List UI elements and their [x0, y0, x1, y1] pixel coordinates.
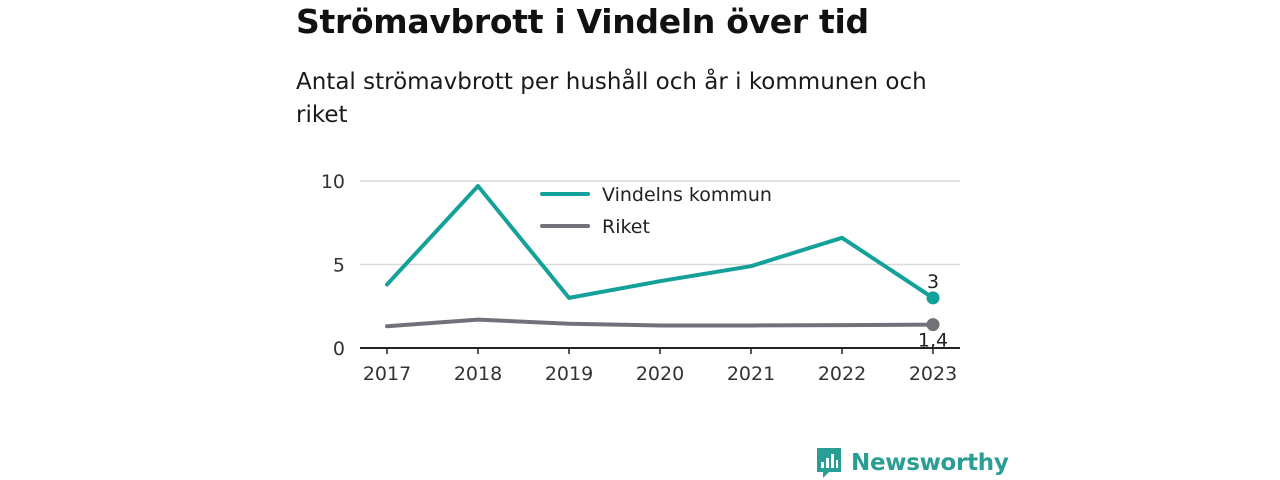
legend: Vindelns kommun Riket [540, 184, 772, 238]
y-tick-label: 10 [321, 171, 345, 193]
chart-title: Strömavbrott i Vindeln över tid [296, 2, 869, 41]
x-tick-label: 2021 [727, 363, 775, 385]
end-value-label: 3 [927, 271, 939, 293]
series-line-vindeln [385, 184, 935, 300]
chart-subtitle: Antal strömavbrott per hushåll och år i … [296, 69, 927, 128]
data-labels: 31,4 [918, 271, 948, 352]
end-value-label: 1,4 [918, 330, 948, 352]
newsworthy-brand: Newsworthy [815, 446, 1009, 480]
series-line-riket [385, 317, 935, 329]
y-axis-ticks: 0 5 10 [321, 171, 345, 360]
series-lines [385, 184, 935, 329]
y-tick-label: 5 [333, 255, 345, 277]
grid-lines [360, 180, 960, 266]
end-marker [926, 318, 940, 332]
x-tick-label: 2018 [454, 363, 502, 385]
x-tick-label: 2017 [363, 363, 411, 385]
x-tick-label: 2020 [636, 363, 684, 385]
x-axis-ticks: 2017 2018 2019 2020 2021 2022 2023 [363, 348, 957, 385]
newsworthy-logo-icon [817, 448, 841, 478]
brand-name: Newsworthy [851, 450, 1009, 476]
x-tick-label: 2019 [545, 363, 593, 385]
x-tick-label: 2023 [909, 363, 957, 385]
y-tick-label: 0 [333, 338, 345, 360]
legend-label: Riket [602, 216, 650, 238]
end-marker [926, 291, 940, 305]
end-markers [926, 291, 940, 332]
x-tick-label: 2022 [818, 363, 866, 385]
legend-label: Vindelns kommun [602, 184, 772, 206]
